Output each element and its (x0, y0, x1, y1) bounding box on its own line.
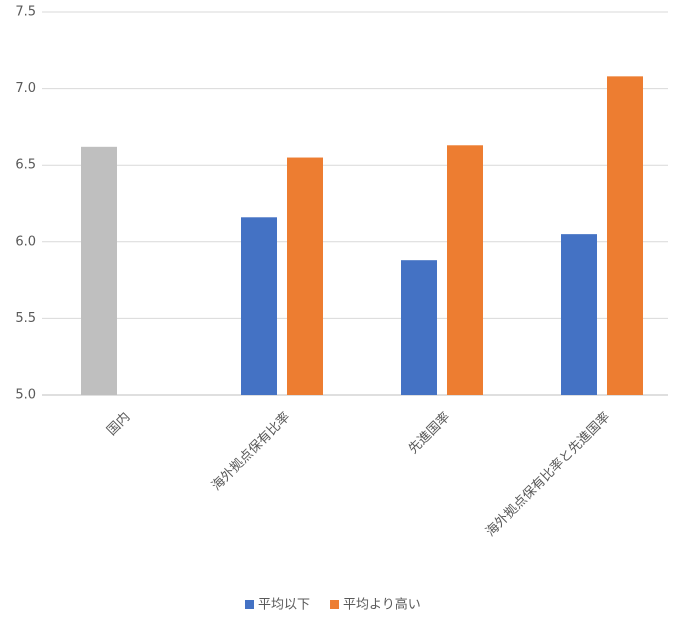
y-tick-label: 5.0 (15, 388, 36, 403)
legend-swatch (330, 600, 340, 609)
bar (401, 260, 437, 395)
bar (561, 234, 597, 395)
x-tick-label: 海外拠点保有比率と先進国率 (482, 409, 613, 540)
bar (81, 146, 117, 395)
bar (607, 76, 643, 396)
x-tick-label: 国内 (104, 409, 134, 439)
x-tick-label: 海外拠点保有比率 (208, 409, 293, 494)
y-tick-label: 6.0 (15, 234, 36, 249)
bar (447, 145, 483, 395)
y-tick-label: 5.5 (15, 311, 36, 326)
legend-swatch (245, 600, 254, 609)
y-tick-label: 7.0 (15, 81, 36, 96)
legend-label: 平均より高い (343, 597, 421, 613)
y-tick-label: 7.5 (15, 5, 36, 20)
legend-label: 平均以下 (258, 598, 310, 613)
y-tick-label: 6.5 (15, 158, 36, 173)
bar (241, 217, 277, 395)
x-tick-label: 先進国率 (405, 409, 453, 457)
bar (287, 157, 323, 395)
